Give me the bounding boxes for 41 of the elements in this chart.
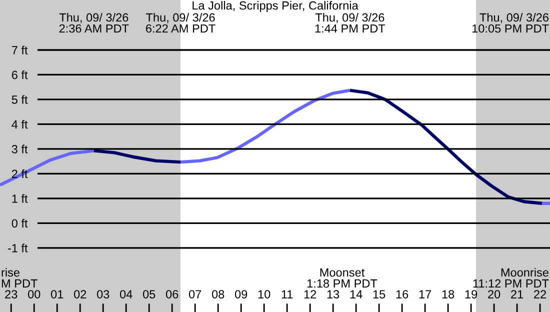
x-tick-label: 14 <box>350 290 362 298</box>
x-tick-label: 09 <box>234 290 248 298</box>
x-tick-label: 11 <box>282 290 293 298</box>
x-tick-label: 20 <box>488 290 500 298</box>
y-tick-label: 5 ft <box>12 95 28 104</box>
y-tick-label: 0 ft <box>12 218 28 228</box>
x-tick-label: 18 <box>442 290 454 298</box>
x-tick-label: 08 <box>212 290 224 298</box>
y-tick-label: 6 ft <box>12 70 28 80</box>
annotation: Moonset 1:18 PM PDT <box>307 268 378 288</box>
x-tick-label: 15 <box>373 290 386 298</box>
x-tick-label: 04 <box>120 290 132 298</box>
x-tick-label: 07 <box>188 290 202 298</box>
x-tick-label: 21 <box>511 290 524 298</box>
y-tick-label: 3 ft <box>12 144 28 154</box>
y-tick-label: 2 ft <box>12 169 28 178</box>
x-tick-label: 00 <box>28 290 40 298</box>
y-tick-label: 7 ft <box>12 46 28 54</box>
y-tick-label: -1 ft <box>8 244 28 252</box>
x-tick-label: 06 <box>166 290 178 298</box>
annotation: Thu, 09/ 3/26 2:36 AM PDT <box>59 13 129 33</box>
annotation: Thu, 09/ 3/26 6:22 AM PDT <box>146 13 216 33</box>
x-tick-label: 01 <box>51 290 64 298</box>
x-tick-label: 22 <box>534 290 546 298</box>
x-tick-label: 03 <box>96 290 110 298</box>
x-tick-label: 19 <box>465 290 478 298</box>
annotation: Moonrise 11:12 PM PDT <box>473 268 549 288</box>
annotation: Thu, 09/ 3/26 10:05 PM PDT <box>472 13 549 33</box>
x-tick-label: 12 <box>304 290 316 298</box>
annotation: rise M PDT <box>2 268 38 288</box>
x-tick-label: 23 <box>5 290 18 298</box>
x-tick-label: 16 <box>396 290 408 298</box>
x-tick-label: 17 <box>419 290 432 298</box>
y-tick-label: 4 ft <box>12 120 28 129</box>
x-tick-label: 10 <box>258 290 270 298</box>
annotation: Thu, 09/ 3/26 1:44 PM PDT <box>315 13 386 33</box>
x-tick-label: 05 <box>142 290 156 298</box>
x-tick-label: 13 <box>327 290 340 298</box>
y-tick-label: 1 ft <box>12 194 28 203</box>
chart-title: La Jolla, Scripps Pier, California <box>192 1 358 12</box>
x-tick-label: 02 <box>74 290 86 298</box>
